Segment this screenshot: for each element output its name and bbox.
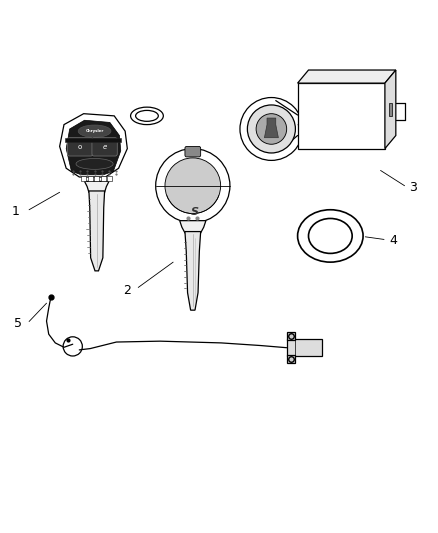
Ellipse shape bbox=[136, 110, 158, 122]
Polygon shape bbox=[185, 231, 201, 310]
FancyBboxPatch shape bbox=[287, 333, 295, 340]
Ellipse shape bbox=[131, 107, 163, 125]
FancyBboxPatch shape bbox=[65, 138, 121, 142]
Text: 1: 1 bbox=[12, 205, 20, 219]
Polygon shape bbox=[297, 70, 396, 83]
Polygon shape bbox=[180, 221, 206, 233]
Ellipse shape bbox=[76, 158, 113, 169]
Text: 3: 3 bbox=[410, 181, 417, 195]
Text: S: S bbox=[191, 207, 199, 217]
FancyBboxPatch shape bbox=[81, 176, 86, 181]
Text: Chrysler: Chrysler bbox=[85, 129, 104, 133]
Polygon shape bbox=[265, 118, 279, 138]
Polygon shape bbox=[85, 181, 109, 192]
Text: 2: 2 bbox=[124, 284, 131, 297]
Circle shape bbox=[247, 105, 295, 153]
Text: 4: 4 bbox=[390, 234, 398, 247]
Text: e: e bbox=[102, 144, 107, 150]
Polygon shape bbox=[297, 83, 385, 149]
Circle shape bbox=[165, 158, 221, 214]
Polygon shape bbox=[89, 191, 105, 271]
FancyBboxPatch shape bbox=[88, 176, 93, 181]
Ellipse shape bbox=[308, 219, 352, 253]
FancyBboxPatch shape bbox=[389, 103, 392, 116]
FancyBboxPatch shape bbox=[92, 138, 117, 156]
Text: o: o bbox=[78, 144, 82, 150]
FancyBboxPatch shape bbox=[185, 147, 201, 157]
Polygon shape bbox=[60, 114, 127, 177]
Circle shape bbox=[155, 149, 230, 223]
FancyBboxPatch shape bbox=[101, 176, 106, 181]
FancyBboxPatch shape bbox=[287, 340, 321, 356]
Ellipse shape bbox=[297, 210, 363, 262]
FancyBboxPatch shape bbox=[67, 138, 93, 156]
Text: 5: 5 bbox=[14, 317, 22, 330]
Circle shape bbox=[63, 337, 82, 356]
Polygon shape bbox=[66, 120, 121, 175]
Ellipse shape bbox=[78, 125, 111, 138]
Circle shape bbox=[256, 114, 287, 144]
FancyBboxPatch shape bbox=[94, 176, 99, 181]
Polygon shape bbox=[385, 70, 396, 149]
Circle shape bbox=[240, 98, 303, 160]
FancyBboxPatch shape bbox=[287, 355, 295, 363]
FancyBboxPatch shape bbox=[107, 176, 113, 181]
